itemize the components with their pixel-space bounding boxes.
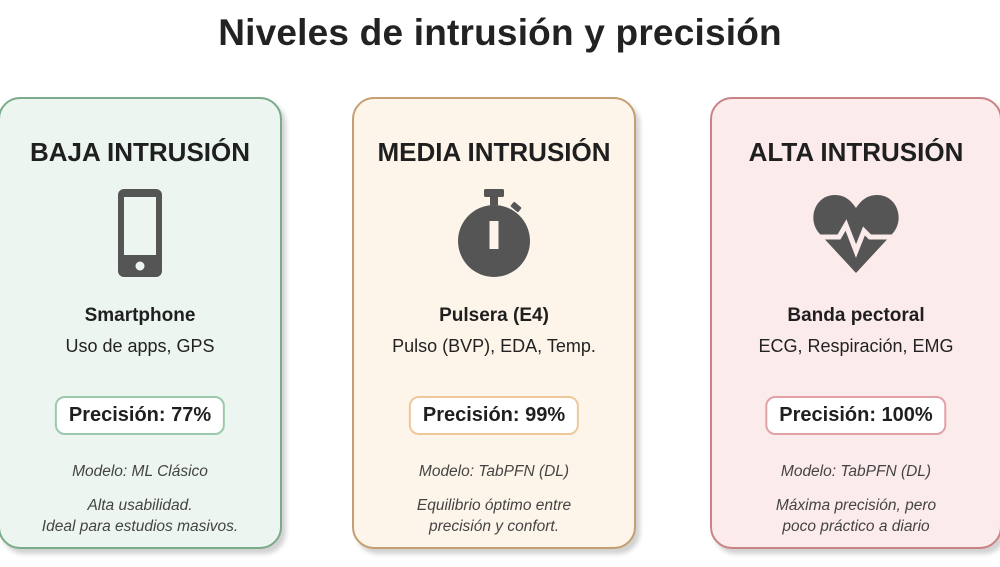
smartphone-icon (118, 189, 162, 277)
precision-badge: Precisión: 100% (765, 396, 947, 435)
precision-badge: Precisión: 77% (54, 396, 226, 435)
precision-badge: Precisión: 99% (408, 396, 580, 435)
device-signals: Pulso (BVP), EDA, Temp. (392, 336, 596, 356)
device-signals: Uso de apps, GPS (65, 336, 215, 356)
card-low-intrusion: BAJA INTRUSIÓN Smartphone Uso de apps, G… (0, 97, 282, 549)
diagram-title: Niveles de intrusión y precisión (218, 12, 782, 53)
note-line-2: precisión y confort. (428, 518, 560, 535)
heartbeat-icon (813, 195, 899, 273)
card-heading: BAJA INTRUSIÓN (29, 137, 251, 167)
device-name: Smartphone (84, 305, 196, 326)
card-note: Equilibrio óptimo entre precisión y conf… (354, 495, 634, 537)
note-line-1: Máxima precisión, pero (775, 497, 937, 514)
note-line-1: Equilibrio óptimo entre (416, 497, 572, 514)
card-high-intrusion: ALTA INTRUSIÓN Banda pectoral ECG, Respi… (710, 97, 1000, 549)
device-name: Banda pectoral (787, 305, 925, 326)
card-heading: ALTA INTRUSIÓN (748, 137, 964, 167)
card-heading: MEDIA INTRUSIÓN (377, 137, 611, 167)
model-label: Modelo: TabPFN (DL) (780, 463, 932, 480)
stopwatch-icon (458, 189, 530, 277)
note-line-2: poco práctico a diario (782, 518, 930, 535)
card-note: Alta usabilidad. Ideal para estudios mas… (0, 495, 280, 537)
model-label: Modelo: ML Clásico (72, 463, 208, 480)
device-name: Pulsera (E4) (439, 305, 549, 326)
device-signals: ECG, Respiración, EMG (758, 336, 954, 356)
note-line-2: Ideal para estudios masivos. (41, 518, 239, 535)
model-label: Modelo: TabPFN (DL) (418, 463, 570, 480)
card-note: Máxima precisión, pero poco práctico a d… (712, 495, 1000, 537)
note-line-1: Alta usabilidad. (87, 497, 193, 514)
card-medium-intrusion: MEDIA INTRUSIÓN Pulsera (E4) Pulso (BVP)… (352, 97, 636, 549)
